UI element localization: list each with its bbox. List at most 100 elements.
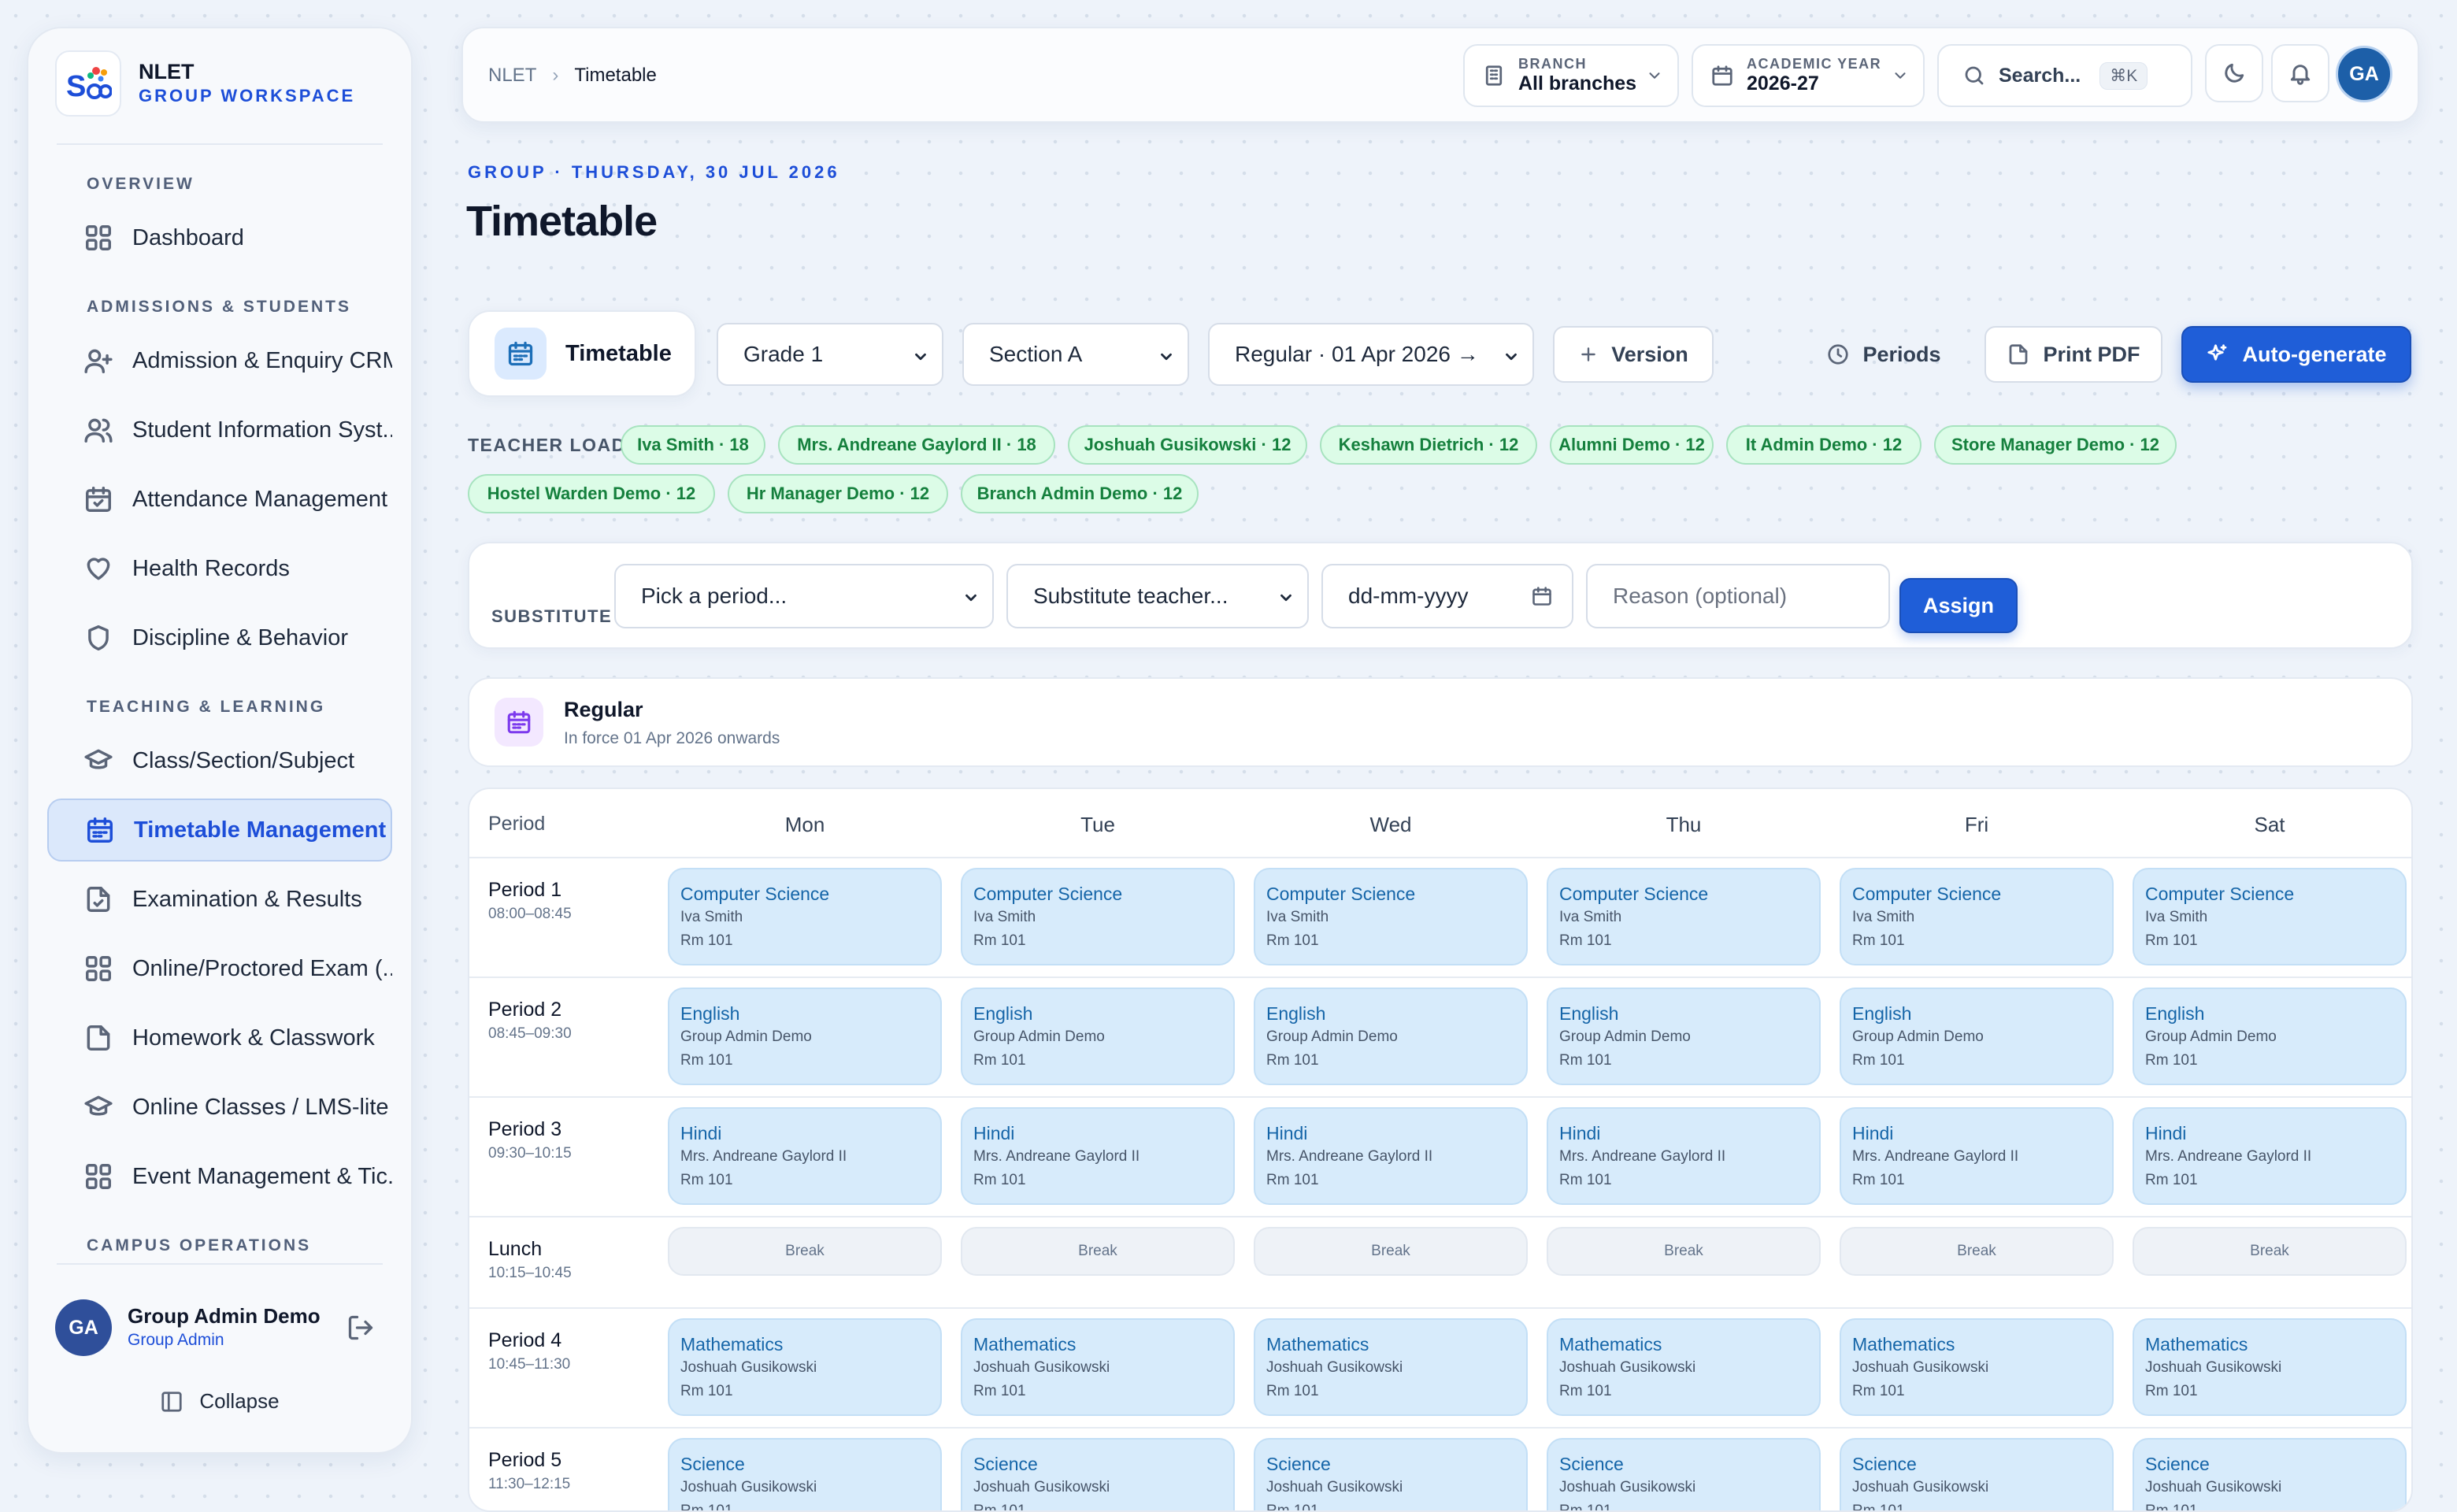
breadcrumb-root[interactable]: NLET: [488, 65, 537, 86]
teacher-load-pill: Store Manager Demo · 12: [1934, 425, 2177, 465]
sidebar-item-admission[interactable]: Admission & Enquiry CRM: [47, 329, 392, 392]
logout-icon[interactable]: [346, 1314, 375, 1342]
breadcrumb-current: Timetable: [574, 65, 657, 86]
version-subtitle: In force 01 Apr 2026 onwards: [564, 729, 780, 747]
period-select[interactable]: Pick a period...: [614, 564, 994, 628]
sidebar-item-student-info[interactable]: Student Information Syst...: [47, 398, 392, 461]
sidebar-item-discipline[interactable]: Discipline & Behavior: [47, 606, 392, 669]
period-select-value: Pick a period...: [641, 584, 788, 608]
moon-icon: [2225, 63, 2244, 83]
timetable-cell[interactable]: Mathematics Joshuah Gusikowski Rm 101: [961, 1318, 1235, 1416]
calendar-icon[interactable]: [1531, 585, 1553, 607]
timetable-cell[interactable]: English Group Admin Demo Rm 101: [1254, 988, 1528, 1085]
cell-subject: Mathematics: [1852, 1334, 1955, 1354]
timetable-cell[interactable]: Science Joshuah Gusikowski Rm 101: [668, 1438, 942, 1510]
grade-select[interactable]: Grade 1: [717, 323, 943, 386]
timetable-cell[interactable]: Computer Science Iva Smith Rm 101: [1840, 868, 2114, 965]
period-name: Period 5: [488, 1449, 562, 1471]
timetable-cell[interactable]: Mathematics Joshuah Gusikowski Rm 101: [668, 1318, 942, 1416]
collapse-button[interactable]: Collapse: [28, 1389, 411, 1414]
cell-room: Rm 101: [1266, 1383, 1319, 1399]
break-cell[interactable]: Break: [668, 1227, 942, 1276]
cell-teacher: Mrs. Andreane Gaylord II: [973, 1148, 1140, 1165]
sidebar-item-label: Homework & Classwork: [132, 1025, 375, 1051]
sidebar-item-label: Health Records: [132, 555, 290, 581]
sidebar-item-dashboard[interactable]: Dashboard: [47, 206, 392, 269]
break-cell[interactable]: Break: [1840, 1227, 2114, 1276]
sidebar-item-label: Timetable Management: [134, 817, 387, 843]
timetable-cell[interactable]: Mathematics Joshuah Gusikowski Rm 101: [1254, 1318, 1528, 1416]
avatar[interactable]: GA: [55, 1299, 112, 1356]
timetable-cell[interactable]: English Group Admin Demo Rm 101: [1547, 988, 1821, 1085]
timetable-cell[interactable]: Science Joshuah Gusikowski Rm 101: [1254, 1438, 1528, 1510]
cell-teacher: Joshuah Gusikowski: [680, 1479, 817, 1495]
timetable-cell[interactable]: Mathematics Joshuah Gusikowski Rm 101: [2133, 1318, 2407, 1416]
timetable-cell[interactable]: Science Joshuah Gusikowski Rm 101: [2133, 1438, 2407, 1510]
sidebar-item-class-section[interactable]: Class/Section/Subject: [47, 729, 392, 792]
sidebar-item-online-classes[interactable]: Online Classes / LMS-lite: [47, 1076, 392, 1139]
periods-button[interactable]: Periods: [1811, 326, 1956, 383]
assign-button[interactable]: Assign: [1899, 578, 2018, 633]
timetable-cell[interactable]: Hindi Mrs. Andreane Gaylord II Rm 101: [1547, 1107, 1821, 1205]
sidebar-item-events[interactable]: Event Management & Tic...: [47, 1145, 392, 1208]
section-select[interactable]: Section A: [962, 323, 1189, 386]
cell-subject: Computer Science: [2145, 884, 2295, 904]
break-cell[interactable]: Break: [961, 1227, 1235, 1276]
teacher-load-pill: Branch Admin Demo · 12: [961, 474, 1199, 513]
timetable-cell[interactable]: Hindi Mrs. Andreane Gaylord II Rm 101: [1254, 1107, 1528, 1205]
timetable-cell[interactable]: Science Joshuah Gusikowski Rm 101: [961, 1438, 1235, 1510]
timetable-cell[interactable]: Hindi Mrs. Andreane Gaylord II Rm 101: [668, 1107, 942, 1205]
calendar-icon: [1712, 65, 1732, 86]
timetable-cell[interactable]: Mathematics Joshuah Gusikowski Rm 101: [1840, 1318, 2114, 1416]
brand[interactable]: S NLET GROUP WORKSPACE: [55, 50, 355, 117]
timetable-cell[interactable]: English Group Admin Demo Rm 101: [668, 988, 942, 1085]
cell-subject: Hindi: [1559, 1123, 1601, 1143]
timetable-cell[interactable]: English Group Admin Demo Rm 101: [1840, 988, 2114, 1085]
sidebar-item-homework[interactable]: Homework & Classwork: [47, 1006, 392, 1069]
sidebar-item-timetable[interactable]: Timetable Management: [47, 799, 392, 862]
cell-subject: Hindi: [973, 1123, 1015, 1143]
break-cell[interactable]: Break: [1547, 1227, 1821, 1276]
cell-subject: Science: [680, 1454, 745, 1474]
timetable-cell[interactable]: Computer Science Iva Smith Rm 101: [668, 868, 942, 965]
print-pdf-button[interactable]: Print PDF: [1984, 326, 2162, 383]
sidebar-item-attendance[interactable]: Attendance Management: [47, 468, 392, 531]
plus-icon: [1581, 347, 1595, 361]
page-title: Timetable: [466, 198, 658, 245]
timetable-cell[interactable]: Mathematics Joshuah Gusikowski Rm 101: [1547, 1318, 1821, 1416]
sidebar-item-online-exam[interactable]: Online/Proctored Exam (...: [47, 937, 392, 1000]
version-select[interactable]: Regular · 01 Apr 2026 →: [1208, 323, 1534, 386]
timetable-cell[interactable]: Computer Science Iva Smith Rm 101: [1254, 868, 1528, 965]
timetable-cell[interactable]: English Group Admin Demo Rm 101: [961, 988, 1235, 1085]
sidebar-item-examination[interactable]: Examination & Results: [47, 868, 392, 931]
timetable-cell[interactable]: Hindi Mrs. Andreane Gaylord II Rm 101: [1840, 1107, 2114, 1205]
timetable-cell[interactable]: English Group Admin Demo Rm 101: [2133, 988, 2407, 1085]
date-field[interactable]: dd-mm-yyyy: [1321, 564, 1573, 628]
reason-input[interactable]: Reason (optional): [1586, 564, 1890, 628]
timetable-cell[interactable]: Computer Science Iva Smith Rm 101: [1547, 868, 1821, 965]
cell-teacher: Group Admin Demo: [2145, 1028, 2277, 1045]
academic-year-selector[interactable]: ACADEMIC YEAR 2026-27: [1692, 44, 1925, 107]
search-input[interactable]: Search... ⌘K: [1937, 44, 2192, 107]
timetable-cell[interactable]: Computer Science Iva Smith Rm 101: [961, 868, 1235, 965]
cell-teacher: Joshuah Gusikowski: [973, 1359, 1110, 1376]
avatar[interactable]: GA: [2336, 46, 2392, 102]
graduation-cap-icon: [84, 1095, 113, 1116]
sidebar-item-label: Admission & Enquiry CRM: [132, 347, 392, 373]
substitute-teacher-select[interactable]: Substitute teacher...: [1006, 564, 1309, 628]
nav-section-title: OVERVIEW: [87, 175, 195, 193]
timetable-cell[interactable]: Computer Science Iva Smith Rm 101: [2133, 868, 2407, 965]
notifications-button[interactable]: [2271, 44, 2329, 102]
theme-toggle-button[interactable]: [2205, 44, 2263, 102]
branch-selector[interactable]: BRANCH All branches: [1463, 44, 1679, 107]
auto-generate-button[interactable]: Auto-generate: [2181, 326, 2411, 383]
timetable-cell[interactable]: Science Joshuah Gusikowski Rm 101: [1840, 1438, 2114, 1510]
break-cell[interactable]: Break: [2133, 1227, 2407, 1276]
breadcrumb: NLET › Timetable: [488, 65, 657, 87]
timetable-cell[interactable]: Science Joshuah Gusikowski Rm 101: [1547, 1438, 1821, 1510]
timetable-cell[interactable]: Hindi Mrs. Andreane Gaylord II Rm 101: [961, 1107, 1235, 1205]
timetable-cell[interactable]: Hindi Mrs. Andreane Gaylord II Rm 101: [2133, 1107, 2407, 1205]
break-cell[interactable]: Break: [1254, 1227, 1528, 1276]
add-version-button[interactable]: Version: [1553, 326, 1714, 383]
sidebar-item-health[interactable]: Health Records: [47, 537, 392, 600]
